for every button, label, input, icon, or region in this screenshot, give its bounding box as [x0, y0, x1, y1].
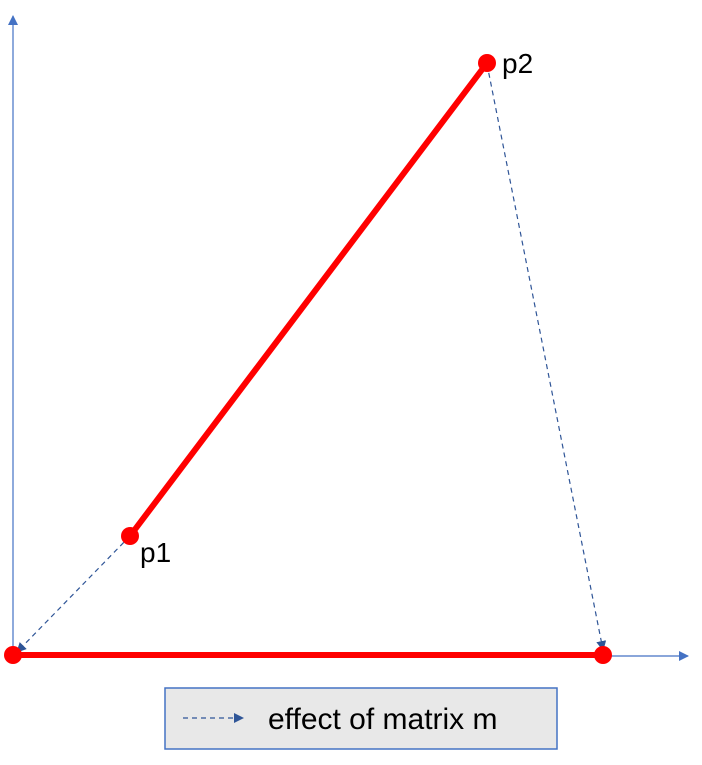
legend-label: effect of matrix m	[268, 703, 498, 736]
point-p2	[478, 54, 496, 72]
point-transformed-p2	[594, 646, 612, 664]
label-p1: p1	[140, 537, 171, 568]
point-origin	[4, 646, 22, 664]
mapping-arrow-p2	[486, 63, 607, 651]
point-p1	[121, 527, 139, 545]
label-p2: p2	[502, 48, 533, 79]
legend: effect of matrix m	[164, 687, 558, 750]
segment-original	[127, 60, 490, 539]
mapping-arrow-p1	[16, 535, 131, 653]
